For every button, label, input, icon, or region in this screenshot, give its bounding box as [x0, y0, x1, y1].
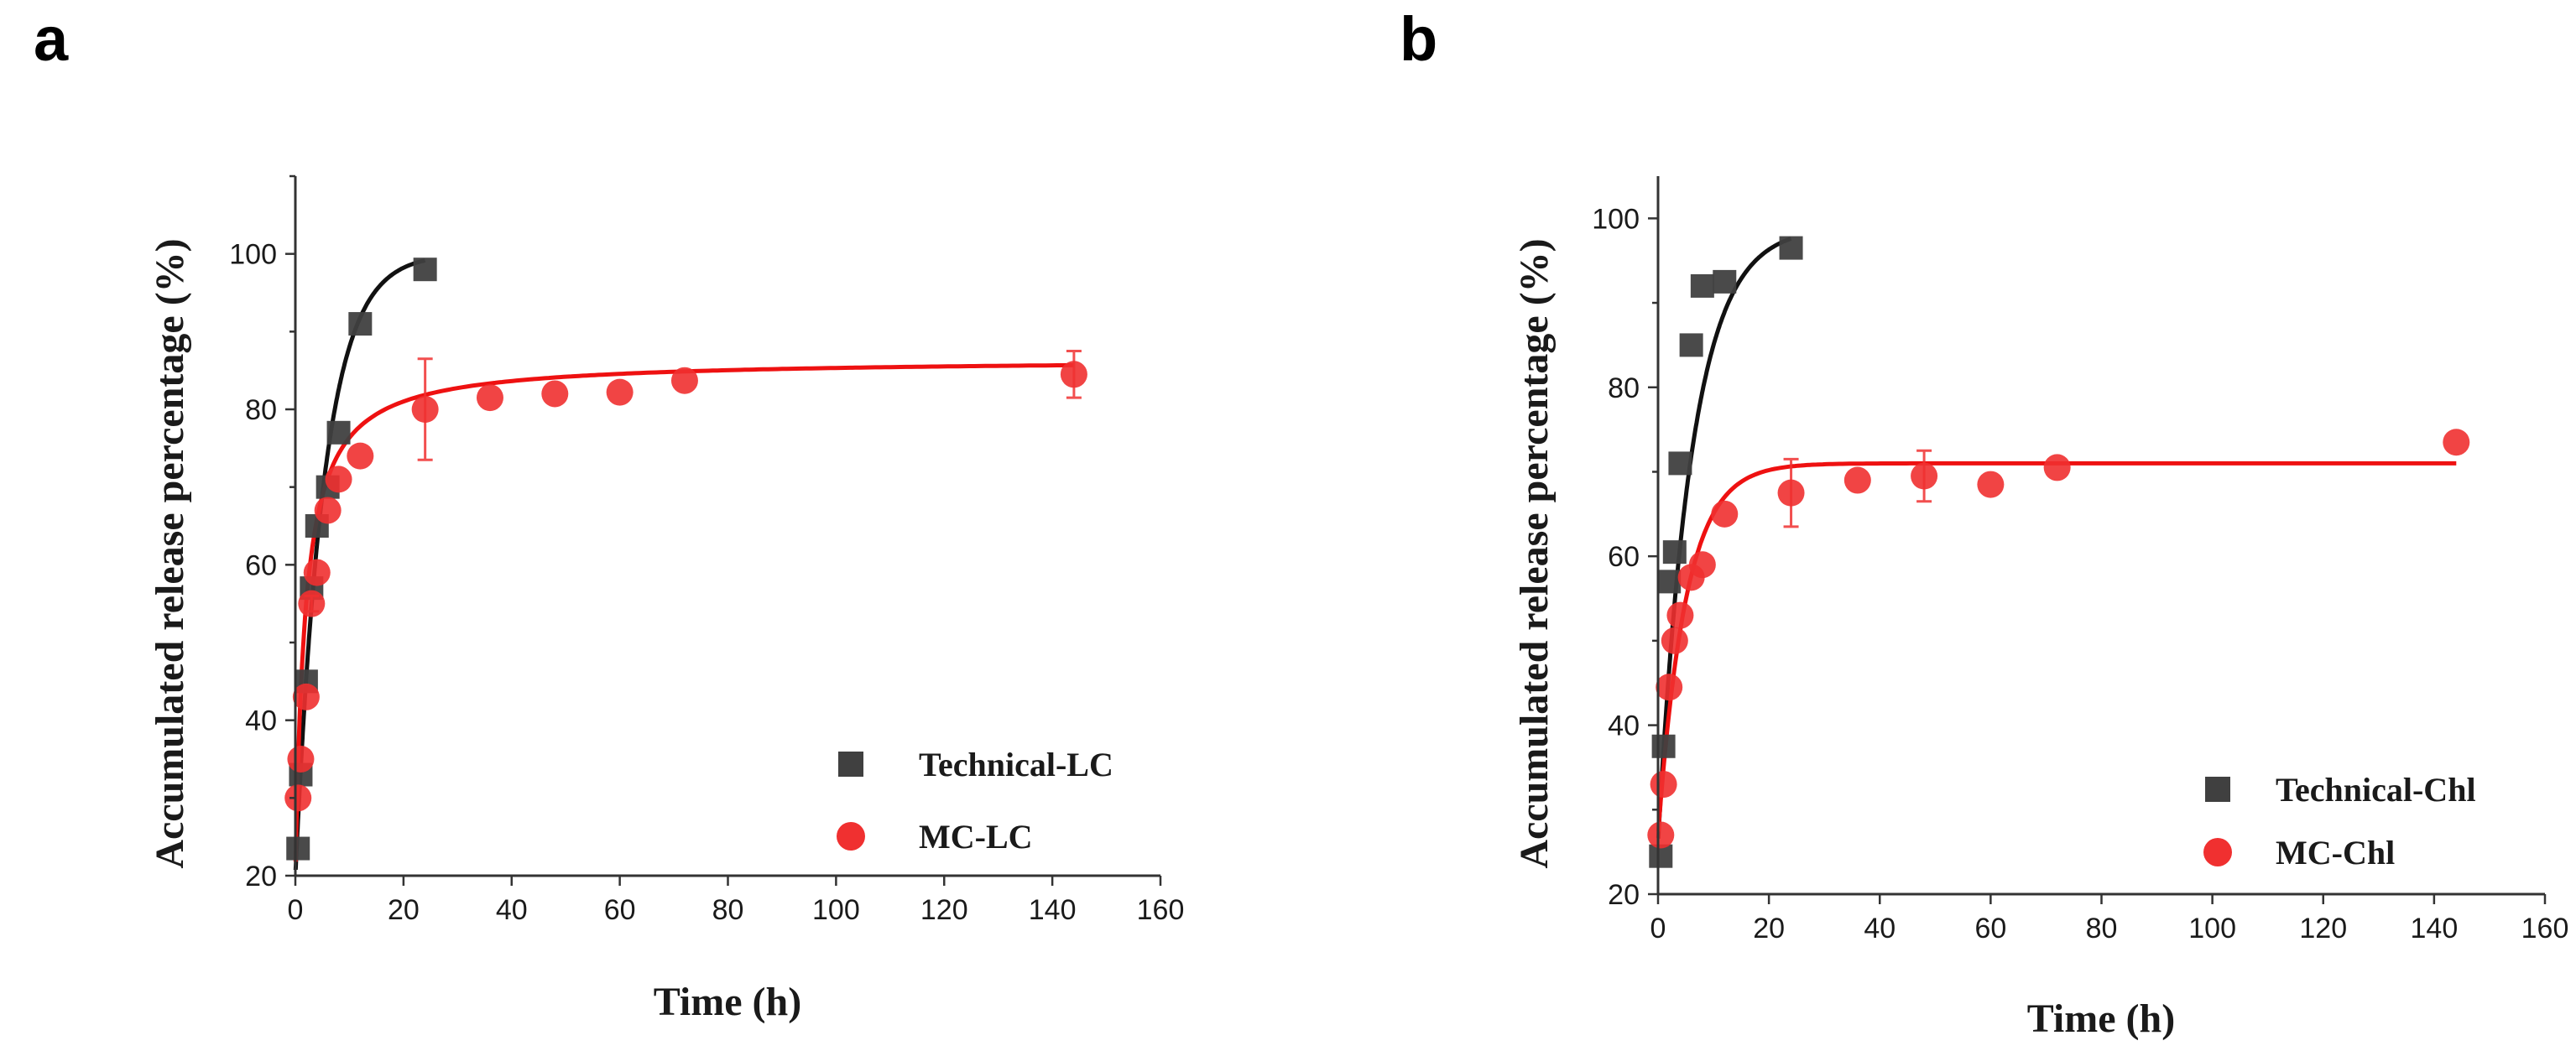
- plot-b-area: [1647, 236, 2470, 868]
- x-tick-label-160: 160: [1137, 894, 1185, 926]
- y-tick-label-100: 100: [1592, 203, 1640, 235]
- y-tick-label-60: 60: [1608, 541, 1640, 573]
- panel-letter-b: b: [1400, 4, 1437, 74]
- point-technical-lc: [286, 836, 310, 861]
- point-mc-lc: [325, 466, 352, 493]
- fit-line-technical-chl: [1656, 237, 1792, 839]
- point-mc-chl: [1656, 674, 1683, 701]
- point-technical-chl: [1651, 734, 1676, 758]
- point-technical-lc: [413, 258, 437, 282]
- plot-a-area: [284, 258, 1087, 870]
- legend-marker-technical-chl: [2205, 777, 2230, 802]
- legend-b: Technical-Chl MC-Chl: [2203, 771, 2476, 871]
- point-mc-lc: [314, 497, 342, 524]
- point-mc-chl: [1666, 601, 1694, 629]
- x-tick-label-100: 100: [812, 894, 860, 926]
- y-tick-label-100: 100: [229, 239, 277, 271]
- y-tick-label-80: 80: [1608, 372, 1640, 404]
- y-tick-label-20: 20: [245, 861, 277, 892]
- point-mc-lc: [411, 396, 439, 423]
- x-tick-label-160: 160: [2521, 913, 2569, 944]
- point-technical-chl: [1713, 269, 1737, 294]
- x-ticks-b: 0 20 40 60 80 100 120 140 160: [1650, 894, 2569, 944]
- point-mc-chl: [1647, 821, 1675, 849]
- x-tick-label-0: 0: [1650, 913, 1666, 944]
- legend-label-mc-chl: MC-Chl: [2276, 834, 2395, 871]
- point-mc-chl: [2443, 429, 2470, 456]
- x-tick-label-20: 20: [1753, 913, 1785, 944]
- x-tick-label-140: 140: [1029, 894, 1077, 926]
- x-tick-label-80: 80: [712, 894, 744, 926]
- point-mc-lc: [284, 784, 312, 812]
- y-tick-label-80: 80: [245, 394, 277, 426]
- x-tick-label-0: 0: [288, 894, 304, 926]
- point-mc-lc: [347, 442, 374, 470]
- x-tick-label-20: 20: [388, 894, 420, 926]
- x-axis-title-a: Time (h): [654, 980, 801, 1024]
- x-tick-label-40: 40: [496, 894, 528, 926]
- point-mc-lc: [287, 746, 315, 773]
- y-axis-title-a: Accumulated release percentage (%): [148, 238, 192, 868]
- y-axis-title-b: Accumulated release percentage (%): [1512, 238, 1557, 868]
- panel-b: b 0 20 40 60 80 100 120 140 160 20 40 60 80 100 Time…: [1400, 4, 2568, 1041]
- x-tick-label-120: 120: [920, 894, 968, 926]
- point-mc-chl: [1911, 462, 1938, 490]
- point-mc-chl: [2043, 454, 2071, 481]
- legend-marker-mc-lc: [837, 822, 865, 851]
- point-mc-chl: [1843, 466, 1871, 494]
- point-mc-chl: [1650, 771, 1677, 799]
- y-ticks-a: 20 40 60 80 100: [229, 174, 295, 892]
- point-mc-lc: [1060, 361, 1087, 388]
- x-ticks-a: 0 20 40 60 80 100 120 140 160: [288, 876, 1185, 926]
- x-axis-title-b: Time (h): [2027, 996, 2175, 1041]
- x-tick-label-120: 120: [2299, 913, 2347, 944]
- x-tick-label-100: 100: [2188, 913, 2236, 944]
- y-tick-label-20: 20: [1608, 879, 1640, 911]
- point-technical-chl: [1657, 570, 1682, 594]
- point-technical-chl: [1779, 236, 1803, 260]
- fit-line-technical-lc: [293, 258, 426, 870]
- point-mc-lc: [292, 683, 320, 710]
- panel-letter-a: a: [34, 4, 69, 74]
- point-mc-lc: [541, 380, 569, 408]
- point-mc-chl: [1711, 500, 1739, 528]
- point-mc-chl: [1688, 551, 1716, 579]
- y-tick-label-40: 40: [245, 705, 277, 737]
- point-technical-chl: [1662, 540, 1687, 565]
- point-technical-chl: [1668, 451, 1692, 476]
- x-tick-label-40: 40: [1864, 913, 1895, 944]
- point-mc-chl: [1777, 479, 1805, 507]
- point-technical-chl: [1690, 273, 1714, 298]
- fit-line-mc-lc: [293, 362, 1074, 862]
- x-tick-label-60: 60: [604, 894, 636, 926]
- x-tick-label-60: 60: [1974, 913, 2006, 944]
- x-tick-label-140: 140: [2411, 913, 2459, 944]
- legend-marker-technical-lc: [838, 752, 863, 777]
- point-mc-lc: [606, 378, 634, 406]
- legend-label-technical-lc: Technical-LC: [919, 746, 1113, 783]
- point-mc-chl: [1661, 627, 1688, 654]
- y-ticks-b: 20 40 60 80 100: [1592, 203, 1658, 911]
- legend-label-technical-chl: Technical-Chl: [2276, 771, 2476, 809]
- legend-label-mc-lc: MC-LC: [919, 818, 1033, 856]
- point-technical-lc: [326, 420, 351, 445]
- y-tick-label-60: 60: [245, 549, 277, 581]
- point-mc-lc: [298, 590, 326, 617]
- legend-a: Technical-LC MC-LC: [837, 746, 1113, 856]
- point-technical-lc: [348, 312, 373, 336]
- panel-a: a 0 20 40 60 80 100 120 140 160 20 40 60 80 100 Time…: [34, 4, 1184, 1024]
- legend-marker-mc-chl: [2203, 838, 2232, 866]
- point-mc-lc: [670, 367, 698, 394]
- point-mc-chl: [1977, 471, 2005, 498]
- point-mc-lc: [476, 384, 503, 412]
- point-mc-lc: [303, 559, 331, 586]
- x-tick-label-80: 80: [2086, 913, 2118, 944]
- y-tick-label-40: 40: [1608, 710, 1640, 742]
- point-technical-chl: [1679, 333, 1703, 357]
